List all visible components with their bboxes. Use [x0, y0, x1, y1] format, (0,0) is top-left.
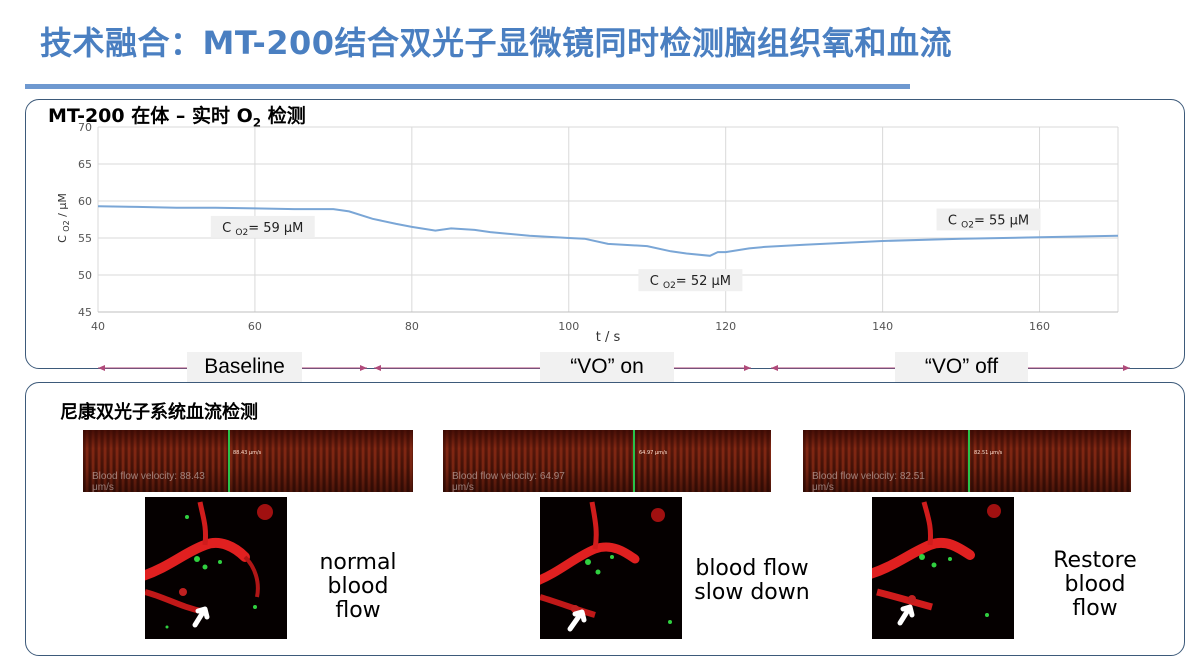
- kymograph-vo-on: 64.97 μm/s Blood flow velocity: 64.97 μm…: [443, 430, 771, 492]
- annotation-label: C O2= 59 μM: [222, 221, 303, 238]
- x-tick-label: 100: [558, 320, 579, 333]
- velocity-label: Blood flow velocity: 88.43 μm/s: [92, 471, 205, 492]
- caption-line: blood: [1064, 572, 1126, 597]
- blood-flow-heading: 尼康双光子系统血流检测: [60, 402, 258, 423]
- oxygen-series-line: [97, 205, 1119, 257]
- y-tick-label: 65: [78, 158, 92, 171]
- y-axis-label: C O2 / μM: [56, 193, 71, 243]
- kymograph-vo-off: 82.51 μm/s Blood flow velocity: 82.51 μm…: [803, 430, 1131, 492]
- chart-axis-labels: t / s C O2 / μM: [56, 193, 620, 345]
- velocity-marker-line: [228, 430, 230, 492]
- y-tick-label: 55: [78, 232, 92, 245]
- chart-annotation: C O2= 52 μM: [638, 269, 743, 292]
- velocity-marker-value: 88.43 μm/s: [233, 450, 262, 456]
- microscopy-image-vo-on: [540, 497, 682, 639]
- y-tick-label: 50: [78, 269, 92, 282]
- phase-arrowhead-right: [744, 365, 751, 371]
- caption-line: slow down: [694, 580, 810, 605]
- microscopy-image-vo-off: [872, 497, 1014, 639]
- phase-arrowhead-left: [98, 365, 105, 371]
- x-tick-label: 60: [248, 320, 262, 333]
- annotation-label: C O2= 55 μM: [948, 214, 1029, 231]
- velocity-label: Blood flow velocity: 64.97 μm/s: [452, 471, 565, 492]
- x-tick-label: 120: [715, 320, 736, 333]
- x-tick-label: 160: [1029, 320, 1050, 333]
- oxygen-panel-heading: MT-200 在体 – 实时 O2 检测: [48, 101, 306, 130]
- caption-line: blood: [327, 574, 389, 599]
- phase-label-vo-on: “VO” on: [540, 352, 674, 382]
- phase-label-vo-off: “VO” off: [895, 352, 1028, 382]
- y-tick-label: 60: [78, 195, 92, 208]
- chart-ticks: 45 50 55 60 65 70 40 60 80 100 120 140 160: [78, 121, 1050, 333]
- velocity-marker-value: 64.97 μm/s: [639, 450, 668, 456]
- kymograph-baseline: 88.43 μm/s Blood flow velocity: 88.43 μm…: [83, 430, 413, 492]
- caption-line: flow: [335, 598, 381, 623]
- phase-arrowhead-left: [771, 365, 778, 371]
- chart-annotations: C O2= 59 μM C O2= 52 μM C O2= 55 μM: [210, 208, 1041, 292]
- caption-line: Restore: [1053, 548, 1137, 573]
- velocity-label: Blood flow velocity: 82.51 μm/s: [812, 471, 925, 492]
- phase-label-baseline: Baseline: [187, 352, 302, 382]
- x-tick-label: 40: [91, 320, 105, 333]
- caption-baseline: normal blood flow: [310, 551, 406, 623]
- y-tick-label: 45: [78, 306, 92, 319]
- microscopy-image-baseline: [145, 497, 287, 639]
- chart-series: [97, 205, 1119, 257]
- annotation-box: [210, 215, 315, 238]
- caption-line: normal: [319, 550, 397, 575]
- heading-subscript: 2: [252, 115, 262, 130]
- annotation-box: [936, 208, 1041, 231]
- annotation-box: [638, 269, 743, 292]
- title-underline: [25, 84, 910, 89]
- velocity-marker-line: [633, 430, 635, 492]
- chart-annotation: C O2= 55 μM: [936, 208, 1041, 231]
- x-axis-label: t / s: [596, 330, 621, 345]
- x-tick-label: 80: [405, 320, 419, 333]
- velocity-marker-value: 82.51 μm/s: [974, 450, 1003, 456]
- chart-annotation: C O2= 59 μM: [210, 215, 315, 238]
- slide-title: 技术融合：MT-200结合双光子显微镜同时检测脑组织氧和血流: [40, 24, 953, 62]
- caption-vo-on: blood flow slow down: [692, 557, 812, 605]
- caption-line: blood flow: [695, 556, 809, 581]
- phase-arrowhead-right: [1123, 365, 1130, 371]
- y-tick-label: 70: [78, 121, 92, 134]
- phase-arrowhead-right: [360, 365, 367, 371]
- phase-arrowhead-left: [374, 365, 381, 371]
- caption-line: flow: [1072, 596, 1118, 621]
- caption-vo-off: Restore blood flow: [1048, 549, 1142, 621]
- heading-main: MT-200 在体 – 实时 O: [48, 105, 253, 127]
- chart-grid: [97, 126, 1119, 313]
- x-tick-label: 140: [872, 320, 893, 333]
- heading-tail: 检测: [261, 105, 306, 127]
- annotation-label: C O2= 52 μM: [650, 274, 731, 291]
- velocity-marker-line: [968, 430, 970, 492]
